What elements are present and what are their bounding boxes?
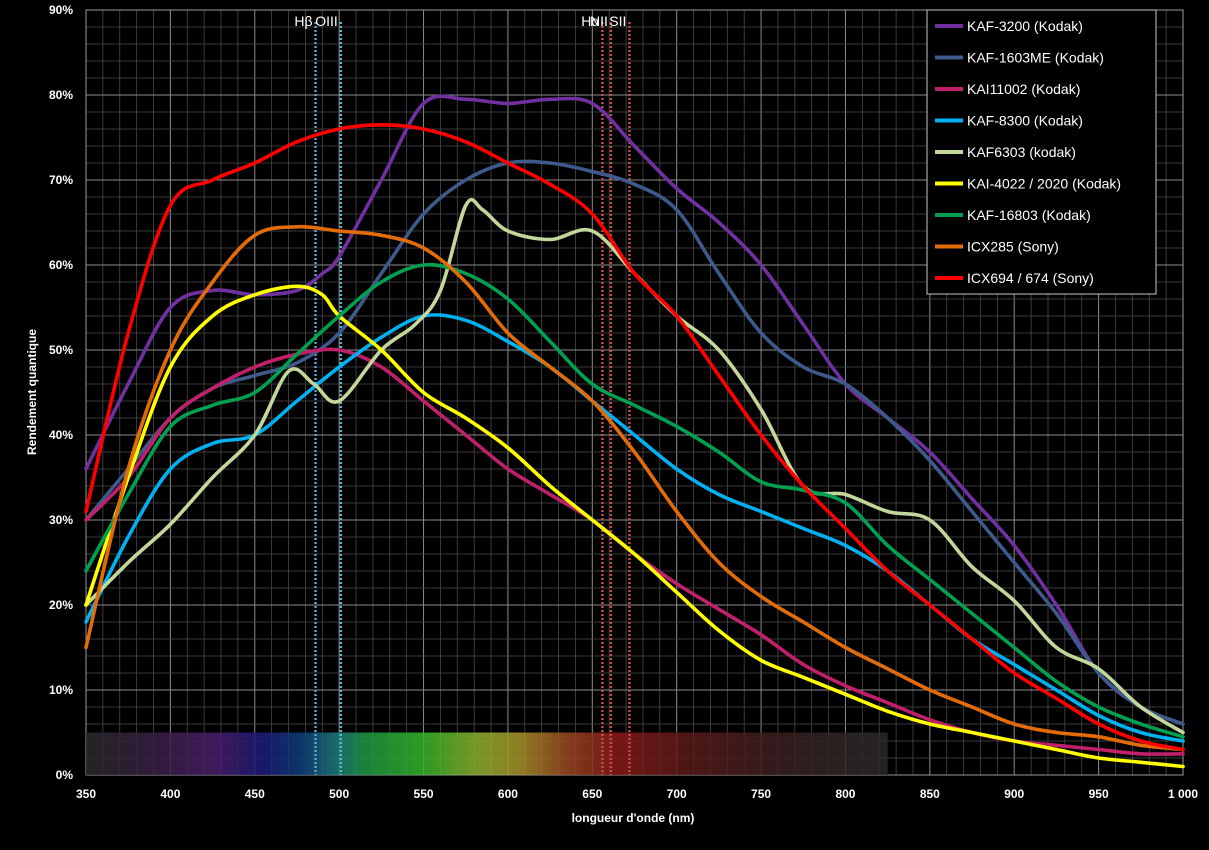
x-tick-label: 600	[498, 787, 518, 801]
x-tick-label: 900	[1004, 787, 1024, 801]
series-line	[84, 284, 1185, 769]
legend-entry: KAF-16803 (Kodak)	[967, 207, 1091, 223]
series-line	[84, 159, 1185, 726]
y-tick-label: 10%	[49, 683, 73, 697]
x-tick-label: 850	[920, 787, 940, 801]
y-tick-label: 90%	[49, 3, 73, 17]
emission-line-label: NII	[590, 13, 608, 29]
series-lines	[84, 94, 1185, 769]
x-tick-label: 350	[76, 787, 96, 801]
legend-entry: KAF-3200 (Kodak)	[967, 18, 1083, 34]
legend-entry: ICX285 (Sony)	[967, 239, 1059, 255]
emission-line-label: Hα	[581, 13, 599, 29]
y-tick-label: 20%	[49, 598, 73, 612]
legend-box	[926, 9, 1157, 295]
axes: longueur d'onde (nm) Rendement quantique…	[25, 3, 1198, 825]
x-tick-label: 700	[667, 787, 687, 801]
y-tick-label: 30%	[49, 513, 73, 527]
emission-line-label: SII	[609, 13, 626, 29]
series-line	[84, 262, 1185, 739]
y-tick-label: 0%	[56, 768, 74, 782]
legend: KAF-3200 (Kodak) KAF-1603ME (Kodak) KAI110…	[926, 9, 1157, 295]
legend-entry: KAF-1603ME (Kodak)	[967, 50, 1104, 66]
x-tick-label: 650	[582, 787, 602, 801]
emission-line-label: OIII	[315, 13, 338, 29]
x-tick-label: 1 000	[1168, 787, 1198, 801]
legend-entry: ICX694 / 674 (Sony)	[967, 270, 1094, 286]
series-line	[84, 197, 1185, 735]
x-tick-label: 550	[414, 787, 434, 801]
x-axis-title: longueur d'onde (nm)	[572, 811, 695, 825]
x-tick-label: 400	[160, 787, 180, 801]
legend-entry: KAF6303 (kodak)	[967, 144, 1076, 160]
x-tick-label: 500	[329, 787, 349, 801]
series-line	[84, 224, 1185, 752]
y-tick-label: 60%	[49, 258, 73, 272]
legend-entry: KAF-8300 (Kodak)	[967, 113, 1083, 129]
x-tick-label: 800	[835, 787, 855, 801]
series-line	[84, 123, 1185, 752]
legend-entry: KAI-4022 / 2020 (Kodak)	[967, 176, 1121, 192]
series-line	[84, 94, 1185, 726]
x-tick-label: 950	[1089, 787, 1109, 801]
x-tick-label: 750	[751, 787, 771, 801]
y-tick-label: 80%	[49, 88, 73, 102]
y-tick-label: 40%	[49, 428, 73, 442]
x-tick-label: 450	[245, 787, 265, 801]
legend-entry: KAI11002 (Kodak)	[967, 81, 1080, 97]
y-tick-label: 70%	[49, 173, 73, 187]
emission-line-label: Hβ	[294, 13, 312, 29]
y-tick-label: 50%	[49, 343, 73, 357]
visible-spectrum-band	[86, 732, 888, 775]
y-axis-title: Rendement quantique	[25, 329, 39, 455]
